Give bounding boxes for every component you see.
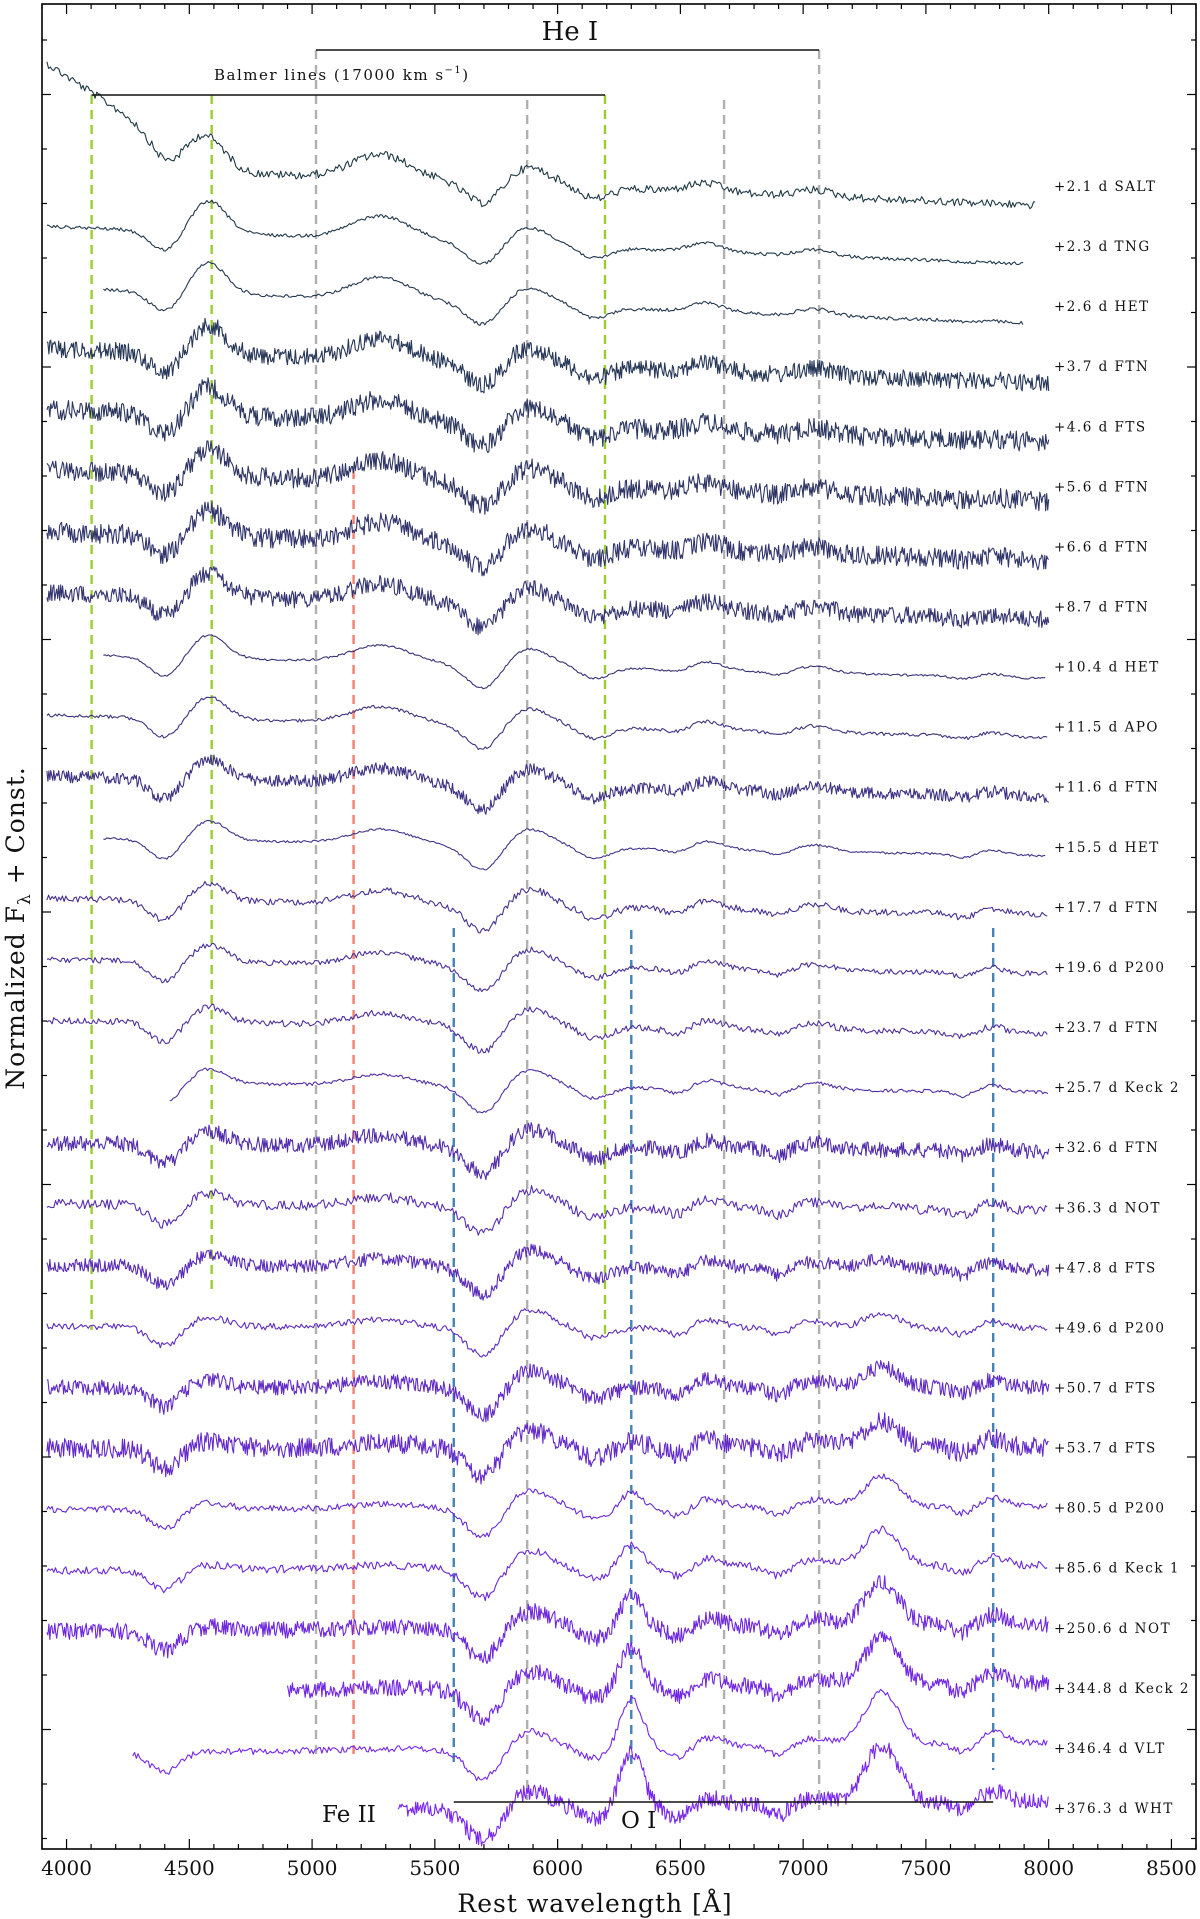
spectrum-label: +2.3 d TNG [1054, 239, 1151, 255]
spectrum-line [46, 377, 1050, 454]
line-identification-markers [90, 50, 995, 1810]
spectrum-label: +15.5 d HET [1054, 840, 1160, 856]
spectrum-labels: +2.1 d SALT +2.3 d TNG +2.6 d HET +3.7 d FT… [1054, 179, 1190, 1817]
spectrum-line [46, 880, 1048, 934]
y-axis-label: Normalized Fλ + Const. [1, 766, 35, 1089]
balmer-label-tail: ) [462, 66, 469, 84]
spectrum-line [46, 696, 1048, 750]
balmer-label: Balmer lines (17000 km s−1) [214, 65, 470, 84]
spectrum-line [46, 565, 1050, 636]
spectrum-label: +6.6 d FTN [1054, 539, 1149, 555]
x-tick-label: 5500 [409, 1856, 460, 1880]
spectrum-label: +344.8 d Keck 2 [1054, 1681, 1190, 1697]
balmer-label-text: Balmer lines (17000 km s [214, 66, 445, 84]
spectrum-line [103, 819, 1046, 871]
x-tick-label: 6500 [655, 1856, 706, 1880]
balmer-label-sup: −1 [445, 65, 463, 76]
spectrum-line [397, 1742, 1049, 1847]
spectrum-line [46, 754, 1050, 815]
x-tick-label: 5000 [287, 1856, 338, 1880]
he-i-label: He I [542, 17, 599, 47]
spectrum-label: +5.6 d FTN [1054, 479, 1149, 495]
fe-ii-label: Fe II [322, 1802, 376, 1828]
spectrum-line [286, 1631, 1050, 1727]
spectrum-line [46, 61, 1036, 210]
y-axis-label-main: Normalized F [1, 905, 30, 1090]
spectrum-label: +11.6 d FTN [1054, 780, 1159, 796]
spectra-series [46, 61, 1050, 1847]
spectrum-label: +50.7 d FTS [1054, 1380, 1157, 1396]
o-i-label: O I [621, 1808, 656, 1834]
spectrum-label: +47.8 d FTS [1054, 1260, 1157, 1276]
spectrum-line [46, 1525, 1048, 1602]
spectrum-label: +346.4 d VLT [1054, 1741, 1166, 1757]
spectrum-line [46, 1185, 1048, 1236]
spectrum-line [46, 199, 1024, 266]
spectrum-label: +23.7 d FTN [1054, 1020, 1159, 1036]
spectrum-line [103, 261, 1024, 326]
spectrum-line [46, 317, 1050, 394]
axes: 4000 4500 5000 5500 6000 6500 7000 7500 8000 8500 [41, 4, 1197, 1880]
spectrum-label: +4.6 d FTS [1054, 419, 1147, 435]
spectrum-line [169, 1067, 1049, 1114]
spectrum-line [46, 1308, 1048, 1358]
line-annotations: He I Balmer lines (17000 km s−1) Fe II O I [91, 17, 994, 1834]
spectrum-line [46, 1473, 1048, 1539]
x-tick-label: 6000 [532, 1856, 583, 1880]
spectrum-label: +10.4 d HET [1054, 660, 1160, 676]
x-tick-label: 8500 [1146, 1856, 1197, 1880]
y-axis-label-sub: λ [15, 893, 35, 905]
spectrum-line [46, 1412, 1049, 1485]
spectrum-label: +2.1 d SALT [1054, 179, 1156, 195]
spectrum-label: +11.5 d APO [1054, 720, 1159, 736]
spectrum-label: +2.6 d HET [1054, 299, 1150, 315]
spectrum-label: +36.3 d NOT [1054, 1200, 1161, 1216]
spectrum-label: +32.6 d FTN [1054, 1140, 1159, 1156]
spectrum-label: +250.6 d NOT [1054, 1621, 1171, 1637]
x-tick-label: 4000 [41, 1856, 92, 1880]
spectrum-line [46, 1360, 1050, 1423]
plot-frame [41, 3, 1197, 1850]
x-axis-label: Rest wavelength [Å] [457, 1888, 732, 1918]
spectrum-label: +376.3 d WHT [1054, 1801, 1174, 1817]
x-tick-label: 4500 [164, 1856, 215, 1880]
spectrum-label: +80.5 d P200 [1054, 1501, 1165, 1517]
spectrum-label: +25.7 d Keck 2 [1054, 1080, 1180, 1096]
spectrum-line [46, 501, 1050, 577]
spectrum-line [46, 942, 1048, 993]
spectrum-label: +85.6 d Keck 1 [1054, 1561, 1180, 1577]
spectrum-label: +3.7 d FTN [1054, 359, 1149, 375]
spectrum-line [46, 1243, 1050, 1301]
x-tick-label: 7000 [778, 1856, 829, 1880]
spectrum-label: +19.6 d P200 [1054, 960, 1165, 976]
spectrum-label: +49.6 d P200 [1054, 1320, 1165, 1336]
spectrum-line [132, 1688, 1048, 1782]
y-axis-label-tail: + Const. [1, 766, 30, 893]
x-tick-label: 8000 [1023, 1856, 1074, 1880]
spectrum-line [46, 1003, 1048, 1054]
spectrum-label: +8.7 d FTN [1054, 600, 1149, 616]
spectrum-line [103, 634, 1046, 690]
x-tick-label: 7500 [900, 1856, 951, 1880]
spectrum-label: +17.7 d FTN [1054, 900, 1159, 916]
spectrum-line [46, 1122, 1050, 1181]
spectrum-line [46, 440, 1050, 515]
spectrum-line [46, 1575, 1049, 1665]
spectrum-label: +53.7 d FTS [1054, 1441, 1157, 1457]
